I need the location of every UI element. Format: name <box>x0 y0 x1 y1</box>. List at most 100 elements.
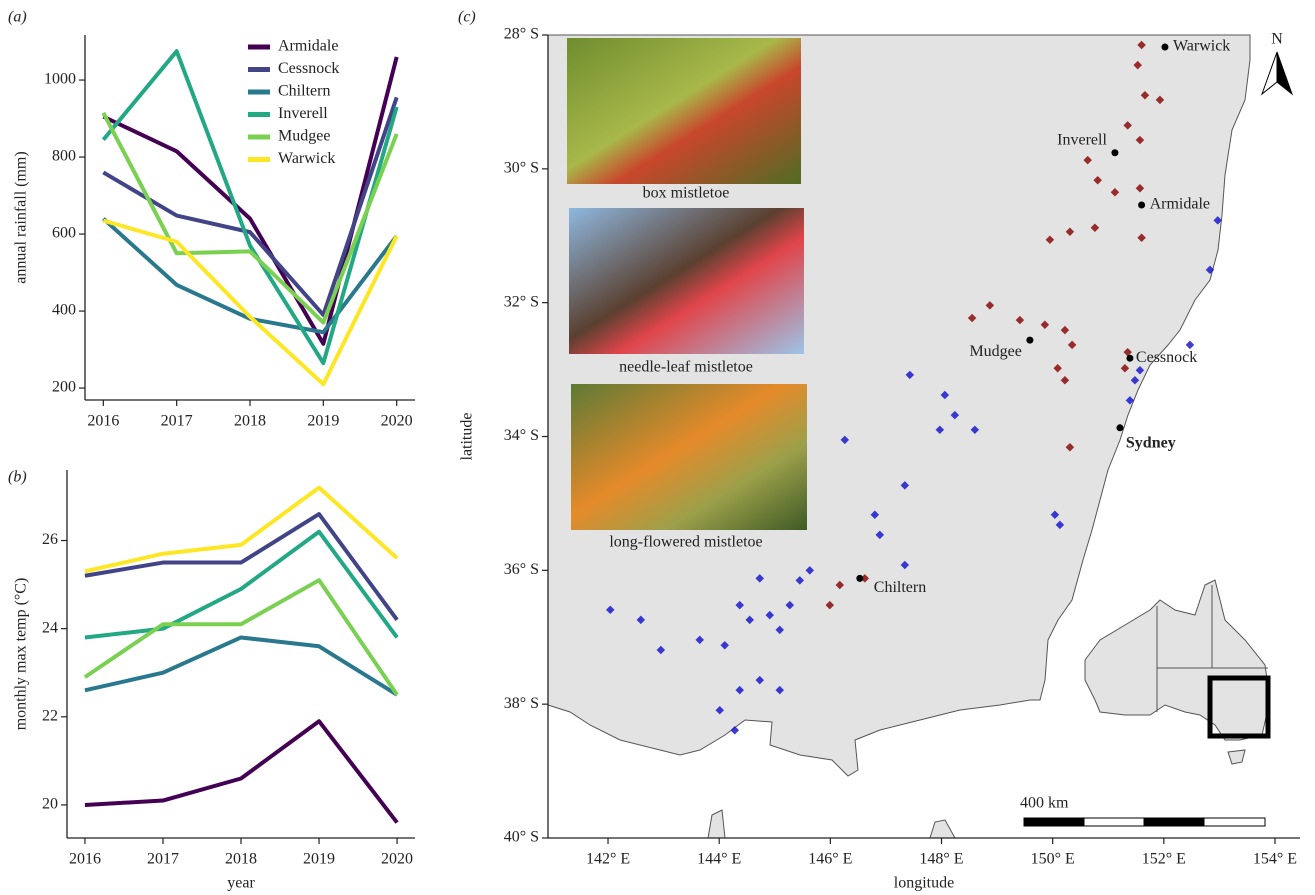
occurrence-point <box>1130 376 1140 385</box>
legend-label: Mudgee <box>278 128 330 145</box>
town-point <box>1138 201 1146 209</box>
occurrence-point <box>606 605 615 615</box>
y-axis-label: latitude <box>459 413 476 461</box>
occurrence-point <box>1067 340 1077 350</box>
occurrence-point <box>735 685 744 695</box>
occurrence-point <box>1123 347 1132 357</box>
y-tick-label: 36° S <box>504 561 539 578</box>
x-tick-label: 2018 <box>234 413 266 430</box>
occurrence-point <box>1055 520 1065 530</box>
photo-caption: needle-leaf mistletoe <box>619 359 753 376</box>
legend-label: Inverell <box>278 105 328 122</box>
town-point <box>1116 424 1124 432</box>
line-series <box>84 485 399 574</box>
x-tick-label: 2020 <box>381 851 413 868</box>
x-tick-label: 2020 <box>381 413 413 430</box>
y-tick-label: 800 <box>52 148 76 165</box>
y-tick-label: 38° S <box>504 695 539 712</box>
y-tick-label: 20 <box>42 796 58 813</box>
tasmania <box>1227 749 1246 765</box>
occurrence-point <box>745 615 754 625</box>
town-point <box>1161 43 1169 51</box>
legend-label: Warwick <box>278 150 335 167</box>
photo <box>569 208 804 354</box>
town-label: Armidale <box>1150 196 1210 213</box>
line-series <box>101 49 399 366</box>
occurrence-point <box>695 635 704 645</box>
x-tick-label: 152° E <box>1142 851 1186 868</box>
occurrence-point <box>875 530 885 540</box>
x-tick-label: 2018 <box>225 851 257 868</box>
y-tick-label: 400 <box>52 302 76 319</box>
legend-label: Armidale <box>278 38 338 55</box>
occurrence-point <box>1015 315 1025 325</box>
x-tick-label: 2019 <box>307 413 339 430</box>
y-tick-label: 24 <box>42 619 58 636</box>
occurrence-point <box>840 435 850 445</box>
x-tick-label: 2017 <box>147 851 179 868</box>
occurrence-point <box>1065 442 1075 452</box>
y-tick-label: 34° S <box>504 427 539 444</box>
x-tick-label: 2016 <box>87 413 119 430</box>
y-tick-label: 600 <box>52 225 76 242</box>
town-label: Cessnock <box>1136 349 1197 366</box>
inset-box <box>1207 675 1271 739</box>
line-series <box>102 218 399 387</box>
y-tick-label: 200 <box>52 379 76 396</box>
occurrence-point <box>1135 366 1145 375</box>
photo <box>571 384 807 530</box>
occurrence-point <box>1060 325 1070 335</box>
town-label: Mudgee <box>969 343 1021 360</box>
occurrence-point <box>900 560 910 570</box>
occurrence-point <box>765 610 775 620</box>
occurrence-point <box>730 726 739 735</box>
occurrence-point <box>656 645 666 655</box>
y-tick-label: 22 <box>42 707 58 724</box>
town-label: Inverell <box>1057 131 1107 148</box>
town-label: Chiltern <box>874 579 926 596</box>
town-point <box>1111 149 1119 157</box>
line-series <box>84 635 399 697</box>
scale-seg <box>1143 817 1205 827</box>
occurrence-point <box>775 625 785 635</box>
line-series <box>101 111 399 325</box>
occurrence-point <box>1185 340 1195 350</box>
y-tick-label: 28° S <box>504 26 539 43</box>
occurrence-point <box>1050 510 1060 520</box>
occurrence-point <box>775 685 785 695</box>
photo-caption: box mistletoe <box>643 185 730 202</box>
occurrence-point <box>1053 364 1062 373</box>
occurrence-point <box>985 301 995 310</box>
line-series <box>84 529 399 640</box>
panel-label: (b) <box>8 469 27 486</box>
scale-seg <box>1083 817 1145 827</box>
occurrence-point <box>636 615 646 625</box>
scale-label: 400 km <box>1020 795 1069 812</box>
line-series <box>84 512 399 622</box>
y-tick-label: 40° S <box>504 829 539 846</box>
scale-bar <box>1023 817 1266 827</box>
occurrence-point <box>1040 320 1050 329</box>
x-axis-label: longitude <box>894 875 954 892</box>
y-tick-label: 26 <box>42 531 58 548</box>
occurrence-point <box>795 576 805 585</box>
town-point <box>1126 354 1134 362</box>
panel-label: (c) <box>458 9 476 26</box>
occurrence-point <box>970 425 980 435</box>
occurrence-point <box>755 574 765 583</box>
x-tick-label: 2016 <box>69 851 101 868</box>
x-tick-label: 146° E <box>808 851 852 868</box>
town-label: Sydney <box>1126 434 1176 451</box>
north-label: N <box>1271 31 1283 48</box>
y-tick-label: 30° S <box>504 160 539 177</box>
panel-label: (a) <box>8 9 27 26</box>
town-point <box>1026 336 1034 344</box>
legend-label: Cessnock <box>278 60 339 77</box>
inset-map <box>1084 579 1271 765</box>
line-series <box>84 719 399 824</box>
occurrence-point <box>950 410 960 420</box>
occurrence-point <box>1120 364 1130 373</box>
town-label: Warwick <box>1173 38 1230 55</box>
occurrence-point <box>860 574 870 583</box>
